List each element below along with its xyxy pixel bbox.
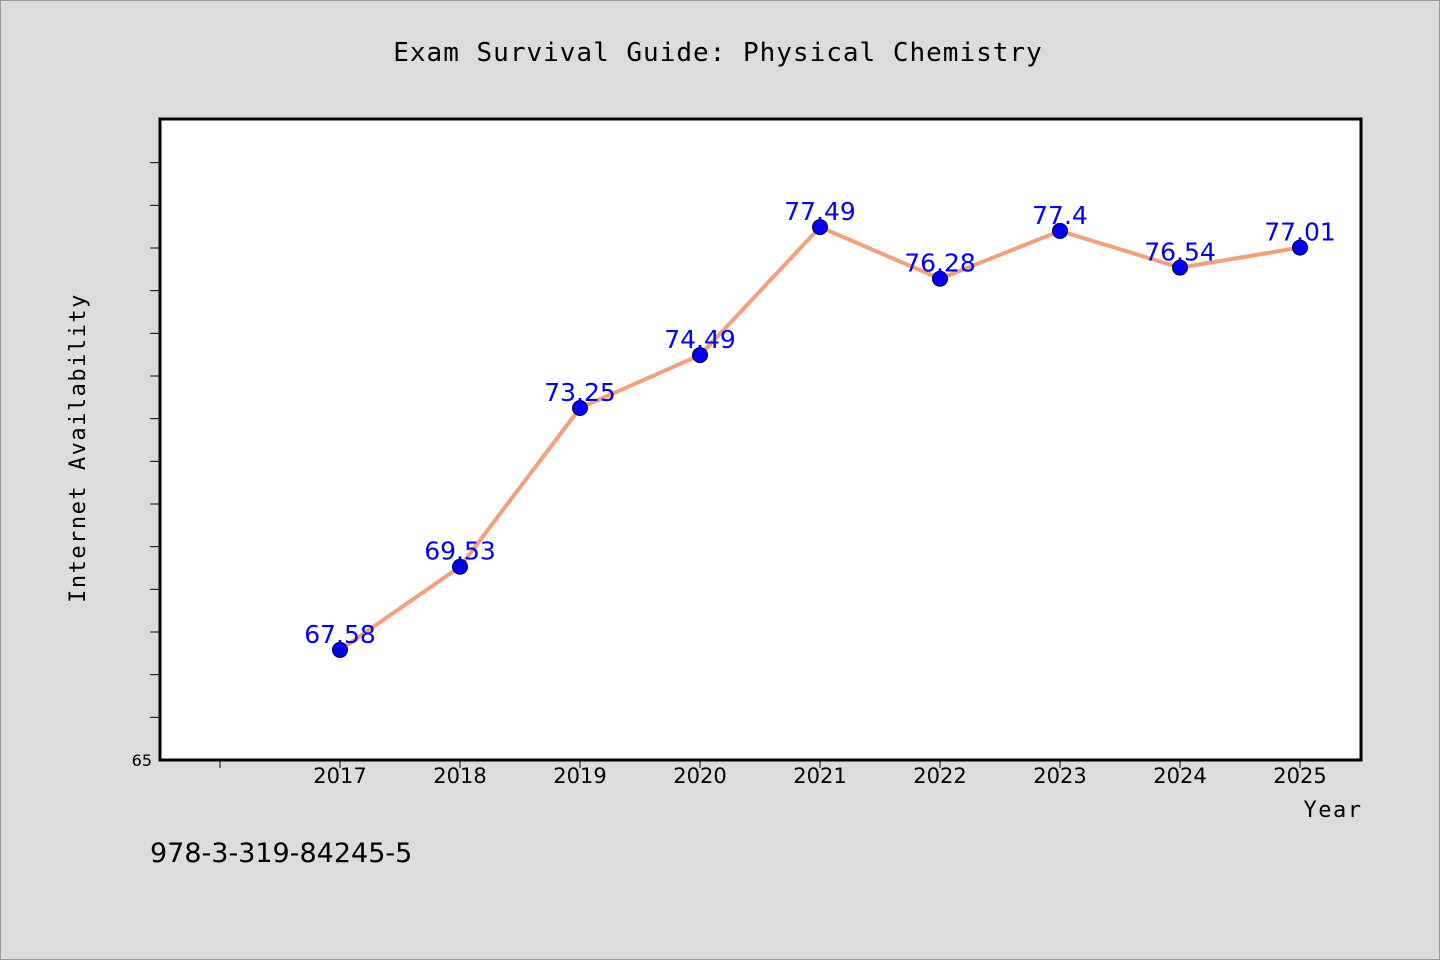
data-point bbox=[1052, 222, 1068, 239]
data-label: 73.25 bbox=[544, 378, 616, 407]
data-point bbox=[452, 558, 468, 575]
x-axis-ticks bbox=[219, 760, 1301, 768]
data-point bbox=[1172, 259, 1188, 276]
chart-title: Exam Survival Guide: Physical Chemistry bbox=[393, 38, 1042, 68]
data-point bbox=[332, 641, 348, 658]
y-axis-ticks bbox=[150, 162, 160, 718]
data-label: 69.53 bbox=[424, 537, 496, 566]
data-point bbox=[1292, 239, 1308, 256]
data-label: 77.01 bbox=[1264, 218, 1336, 247]
x-tick-label: 2021 bbox=[793, 764, 846, 788]
y-tick-label-min: 65 bbox=[132, 751, 152, 770]
data-label: 76.54 bbox=[1144, 238, 1216, 267]
data-point bbox=[932, 270, 948, 287]
x-tick-labels: 2017 2018 2019 2020 2021 2022 2023 2024 2025 bbox=[313, 764, 1326, 788]
data-label: 67.58 bbox=[304, 620, 376, 649]
series-group: 67.58 69.53 73.25 74.49 77.49 76.28 77.4 76.54 7… bbox=[304, 197, 1336, 658]
x-tick-label: 2020 bbox=[673, 764, 726, 788]
data-point bbox=[692, 347, 708, 364]
x-tick-label: 2019 bbox=[553, 764, 606, 788]
x-tick-label: 2022 bbox=[913, 764, 966, 788]
data-label: 77.49 bbox=[784, 197, 856, 226]
x-tick-label: 2023 bbox=[1033, 764, 1086, 788]
x-tick-label: 2024 bbox=[1153, 764, 1206, 788]
data-label: 77.4 bbox=[1032, 201, 1088, 230]
x-tick-label: 2017 bbox=[313, 764, 366, 788]
data-label: 74.49 bbox=[664, 325, 736, 354]
x-tick-label: 2018 bbox=[433, 764, 486, 788]
data-point bbox=[572, 400, 588, 416]
data-label: 76.28 bbox=[904, 249, 976, 278]
identifier-text: 978-3-319-84245-5 bbox=[150, 838, 412, 869]
plot-area bbox=[158, 117, 1363, 762]
x-axis-title: Year bbox=[1304, 798, 1363, 823]
x-tick-label: 2025 bbox=[1273, 764, 1326, 788]
y-axis-title: Internet Availability bbox=[66, 293, 91, 603]
data-point bbox=[812, 219, 828, 236]
